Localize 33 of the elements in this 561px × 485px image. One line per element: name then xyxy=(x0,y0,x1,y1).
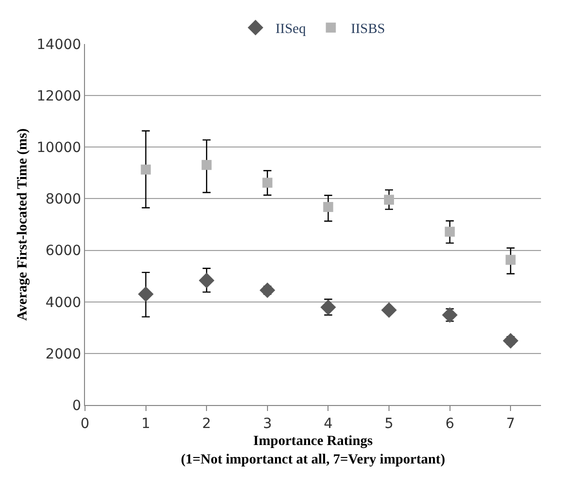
point xyxy=(320,299,336,316)
y-tick-label: 8000 xyxy=(46,192,82,208)
y-tick-label: 2000 xyxy=(46,346,82,362)
point xyxy=(502,332,518,349)
point xyxy=(262,178,272,188)
y-tick-label: 14000 xyxy=(36,36,82,53)
x-tick-label: 4 xyxy=(324,416,333,432)
x-tick-label: 6 xyxy=(445,416,454,432)
x-tick-label: 2 xyxy=(202,416,212,432)
point xyxy=(381,302,397,318)
point xyxy=(444,226,455,237)
y-axis-title: Average First-located Time (ms) xyxy=(15,128,30,321)
point xyxy=(384,194,394,205)
x-tick-label: 7 xyxy=(506,416,516,432)
y-tick-label: 6000 xyxy=(46,243,82,260)
legend-label: IISeq xyxy=(276,22,306,38)
y-tick-label: 10000 xyxy=(36,140,82,156)
point xyxy=(323,202,334,212)
x-tick-label: 1 xyxy=(141,416,150,432)
y-tick-label: 0 xyxy=(72,398,82,414)
point xyxy=(442,307,458,323)
y-tick-label: 12000 xyxy=(36,88,82,104)
x-tick-label: 3 xyxy=(262,416,272,432)
point xyxy=(506,254,516,265)
y-tick-label: 4000 xyxy=(46,294,82,311)
point xyxy=(202,160,212,170)
point xyxy=(140,164,151,175)
x-tick-label: 5 xyxy=(384,416,394,432)
x-axis-title: Importance Ratings (1=Not importanct at all, 7=Very important) xyxy=(180,434,446,468)
point xyxy=(260,282,276,298)
point xyxy=(198,272,214,288)
point xyxy=(138,286,154,302)
legend-label: IISBS xyxy=(350,22,386,38)
